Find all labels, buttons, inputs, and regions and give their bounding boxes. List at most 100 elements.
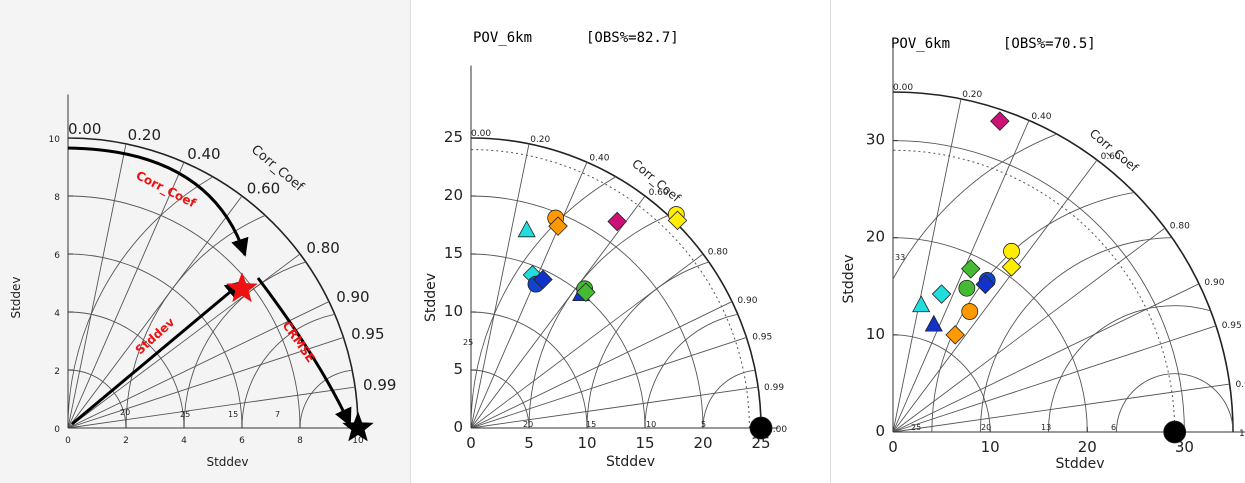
rmse-label: 33 [895, 253, 905, 262]
correlation-tick-label: 0.99 [363, 376, 396, 394]
y-tick-label: 25 [444, 128, 463, 146]
circle-marker [1003, 242, 1020, 260]
correlation-tick-label: 0.80 [1170, 221, 1190, 231]
correlation-tick-label: 0.40 [589, 154, 609, 164]
rmse-arc [471, 138, 761, 428]
y-tick-label: 20 [866, 228, 885, 246]
correlation-line [67, 337, 344, 429]
correlation-line [470, 195, 646, 429]
correlation-tick-label: 0.90 [1204, 278, 1224, 288]
correlation-tick-label: 0.40 [187, 145, 220, 163]
stddev-arrow [71, 280, 244, 426]
rmse-arc [893, 110, 1233, 432]
stddev-arc [67, 137, 359, 429]
reference-stddev-arc [892, 149, 1176, 433]
y-tick-label: 2 [54, 367, 60, 377]
correlation-line [892, 98, 962, 433]
correlation-line [470, 301, 733, 429]
diamond-marker [576, 282, 596, 303]
rmse-label: 6 [1111, 423, 1116, 432]
diamond-marker [960, 259, 981, 279]
diamond-marker [945, 325, 965, 345]
rmse-label: 7 [275, 410, 280, 419]
correlation-tick-label: 0.60 [247, 180, 280, 198]
correlation-tick-label: 0.80 [708, 247, 728, 257]
stddev-arc [67, 195, 301, 429]
correlation-line [892, 227, 1166, 433]
rmse-label: 13 [1041, 423, 1051, 432]
stddev-arc [892, 140, 1185, 433]
stddev-arc [470, 369, 530, 429]
correlation-line [470, 143, 530, 429]
correlation-tick-label: 0.00 [68, 120, 101, 138]
rmse-arc [68, 138, 358, 428]
corr-coef-annotation: Corr_Coef [133, 168, 199, 211]
chart-title: POV_6km [473, 30, 532, 46]
x-tick-label: 6 [239, 436, 245, 446]
y-tick-label: 0 [875, 422, 885, 440]
chart-title: POV_6km [891, 36, 950, 52]
triangle-marker [912, 295, 931, 313]
diamond-marker [1001, 257, 1022, 277]
circle-marker [958, 279, 976, 297]
crmse-arrow [256, 277, 352, 427]
rmse-arc [702, 369, 761, 428]
correlation-tick-label: 0.95 [1222, 321, 1242, 331]
taylor-chart-1: 0.00 0.20 0.40 0.60 0.80 0.90 0.95 0.99 Corr_Coe… [9, 94, 396, 469]
stddev-arc [67, 369, 127, 429]
stddev-arc [67, 311, 185, 429]
y-tick-label: 10 [866, 325, 885, 343]
y-tick-label: 0 [453, 418, 463, 436]
x-tick-label: 25 [751, 434, 770, 452]
stddev-arc [470, 137, 762, 429]
x-axis-label: Stddev [206, 455, 248, 469]
x-tick-label: 0 [466, 434, 476, 452]
diamond-marker [975, 274, 996, 295]
stddev-arc [892, 91, 1234, 433]
y-tick-label: 15 [444, 244, 463, 262]
taylor-diagram-obs-70-5: POV_6km [OBS%=70.5] 0.00 0.20 0.40 0.60 0.80… [830, 0, 1245, 483]
rmse-arc [1115, 373, 1233, 432]
x-tick-label: 5 [524, 434, 534, 452]
stddev-arc [470, 253, 646, 429]
stddev-arc [470, 195, 704, 429]
x-tick-label: 15 [635, 434, 654, 452]
diamond-marker [607, 211, 627, 232]
y-axis-label: Stddev [9, 276, 23, 318]
correlation-tick-label: 0.99 [1236, 380, 1245, 390]
correlation-line [67, 301, 330, 429]
correlation-line [892, 120, 1030, 433]
y-tick-label: 30 [866, 131, 885, 149]
diamond-marker [667, 210, 688, 231]
taylor-diagram-obs-82-7: POV_6km [OBS%=82.7] 0.00 0.20 0.40 0.60 0.80… [410, 0, 831, 483]
rmse-arc [586, 253, 761, 428]
y-axis-label: Stddev [841, 254, 857, 303]
correlation-tick-label: 1.00 [1239, 429, 1245, 439]
rmse-arc [931, 188, 1233, 432]
correlation-line [892, 159, 1098, 433]
stddev-arc [470, 311, 588, 429]
x-axis-label: Stddev [1055, 456, 1104, 472]
stddev-arc [67, 253, 243, 429]
rmse-label: 10 [646, 420, 656, 429]
rmse-arc [528, 195, 761, 428]
correlation-line [67, 386, 356, 429]
correlation-line [470, 162, 588, 429]
x-tick-label: 10 [577, 434, 596, 452]
rmse-arc [183, 253, 358, 428]
reference-stddev-arc [470, 149, 750, 429]
correlation-line [470, 253, 704, 429]
correlation-tick-label: 0.60 [649, 188, 669, 198]
correlation-axis-label: Corr_Coef [1087, 126, 1142, 175]
correlation-tick-label: 0.90 [336, 288, 369, 306]
circle-marker [749, 416, 773, 440]
correlation-tick-label: 0.90 [737, 296, 757, 306]
y-tick-label: 5 [453, 360, 463, 378]
correlation-line [892, 325, 1217, 433]
correlation-tick-label: 0.99 [764, 383, 784, 393]
reference-star [342, 411, 374, 442]
rmse-arc [299, 369, 358, 428]
rmse-arc [125, 195, 358, 428]
x-axis-label: Stddev [606, 454, 655, 470]
correlation-line [892, 383, 1230, 433]
